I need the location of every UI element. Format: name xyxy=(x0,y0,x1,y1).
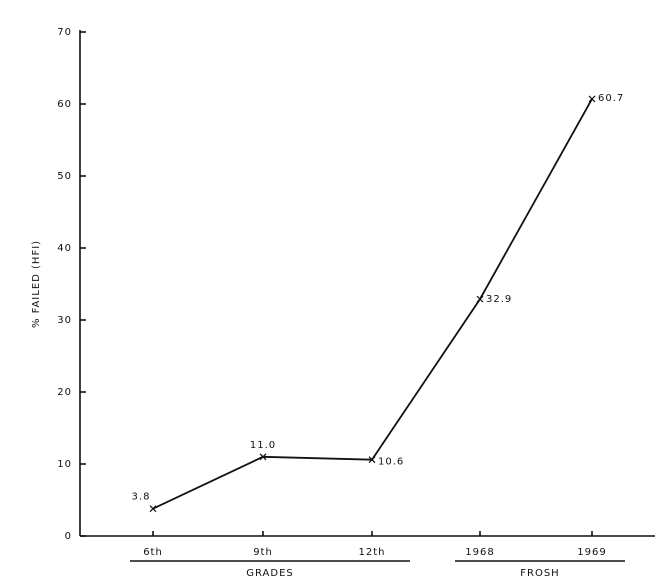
data-point xyxy=(476,295,484,303)
y-tick-label: 60 xyxy=(57,99,72,110)
y-tick-label: 0 xyxy=(65,531,72,542)
y-tick-label: 50 xyxy=(57,171,72,182)
value-label: 11.0 xyxy=(250,440,276,451)
data-line xyxy=(152,98,593,510)
group-label: GRADES xyxy=(246,568,294,579)
y-tick-label: 30 xyxy=(57,315,72,326)
x-tick-label: 12th xyxy=(359,547,386,558)
x-tick-label: 6th xyxy=(143,547,163,558)
value-label: 60.7 xyxy=(598,93,624,104)
x-tick-label: 9th xyxy=(253,547,273,558)
x-tick-label: 1968 xyxy=(465,547,494,558)
y-tick-label: 20 xyxy=(57,387,72,398)
data-point xyxy=(259,453,267,461)
y-tick-label: 40 xyxy=(57,243,72,254)
value-label: 3.8 xyxy=(132,492,151,503)
value-label: 32.9 xyxy=(486,294,512,305)
group-label: FROSH xyxy=(520,568,559,579)
value-label: 10.6 xyxy=(378,457,404,468)
y-axis-label: % FAILED (HFI) xyxy=(31,240,42,328)
y-tick-label: 70 xyxy=(57,27,72,38)
data-point xyxy=(149,505,157,513)
data-point xyxy=(588,95,596,103)
y-tick-label: 10 xyxy=(57,459,72,470)
x-tick-label: 1969 xyxy=(577,547,606,558)
data-point xyxy=(368,456,376,464)
